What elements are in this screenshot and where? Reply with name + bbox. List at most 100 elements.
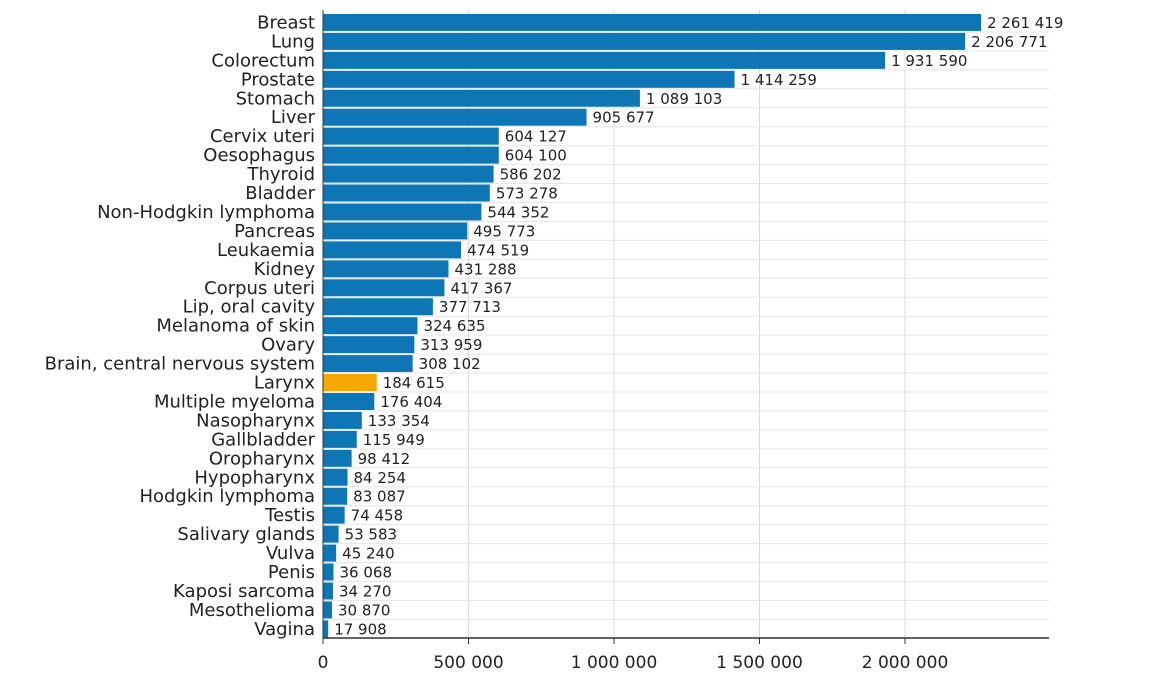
- x-tick-label: 500 000: [433, 653, 503, 673]
- bar-hodgkin-lymphoma: [323, 487, 348, 505]
- category-label: Kidney: [254, 259, 316, 280]
- value-label: 586 202: [500, 166, 562, 184]
- bar-corpus-uteri: [323, 279, 445, 297]
- x-axis: 0 500 000 1 000 000 1 500 000 2 000 000: [318, 10, 1049, 673]
- value-label: 45 240: [342, 545, 395, 563]
- value-label: 98 412: [358, 450, 411, 468]
- bar-gallbladder: [323, 430, 357, 448]
- value-label: 324 635: [423, 317, 485, 335]
- category-label: Lung: [271, 31, 315, 52]
- bar-liver: [323, 108, 587, 126]
- value-label: 2 261 419: [987, 14, 1063, 32]
- category-label: Mesothelioma: [189, 600, 315, 621]
- value-label: 1 931 590: [891, 52, 967, 70]
- bar-oesophagus: [323, 146, 499, 164]
- category-label: Pancreas: [234, 221, 315, 242]
- value-label: 2 206 771: [971, 33, 1047, 51]
- bar-hypopharynx: [323, 468, 348, 486]
- bar-testis: [323, 506, 345, 524]
- bar-lip-oral-cavity: [323, 298, 433, 316]
- category-label: Ovary: [261, 335, 315, 356]
- bar-breast: [323, 13, 982, 31]
- category-label: Corpus uteri: [204, 278, 315, 299]
- value-label: 1 414 259: [741, 71, 817, 89]
- category-label: Oesophagus: [203, 145, 315, 166]
- category-label: Melanoma of skin: [156, 316, 315, 337]
- category-label: Prostate: [241, 69, 315, 90]
- category-label: Vagina: [254, 619, 315, 640]
- bar-kidney: [323, 260, 449, 278]
- value-label: 313 959: [420, 336, 482, 354]
- value-label: 133 354: [368, 412, 430, 430]
- category-label: Hypopharynx: [194, 467, 315, 488]
- chart-bars: [323, 13, 982, 638]
- value-label: 417 367: [450, 279, 512, 297]
- value-label: 53 583: [345, 526, 398, 544]
- value-label: 905 677: [593, 109, 655, 127]
- value-label: 377 713: [439, 298, 501, 316]
- category-label: Colorectum: [211, 50, 315, 71]
- category-label: Stomach: [236, 88, 315, 109]
- value-label: 308 102: [419, 355, 481, 373]
- bar-vagina: [323, 620, 329, 638]
- category-label: Vulva: [266, 543, 315, 564]
- value-label: 115 949: [363, 431, 425, 449]
- value-label: 474 519: [467, 241, 529, 259]
- value-label: 34 270: [339, 582, 392, 600]
- bar-multiple-myeloma: [323, 392, 375, 410]
- bar-non-hodgkin-lymphoma: [323, 203, 482, 221]
- bar-cervix-uteri: [323, 127, 499, 145]
- category-label: Testis: [264, 505, 315, 526]
- value-label: 544 352: [487, 203, 549, 221]
- bar-colorectum: [323, 51, 886, 69]
- value-label: 573 278: [496, 185, 558, 203]
- category-label: Bladder: [245, 183, 315, 204]
- category-label: Breast: [257, 12, 315, 33]
- bar-brain-central-nervous-system: [323, 355, 413, 373]
- x-tick-label: 0: [318, 653, 329, 673]
- value-label: 184 615: [383, 374, 445, 392]
- value-label: 30 870: [338, 601, 391, 619]
- bar-nasopharynx: [323, 411, 362, 429]
- value-label: 495 773: [473, 222, 535, 240]
- category-label: Hodgkin lymphoma: [139, 486, 315, 507]
- bar-kaposi-sarcoma: [323, 582, 333, 600]
- value-label: 604 127: [505, 128, 567, 146]
- category-label: Leukaemia: [217, 240, 315, 261]
- bar-penis: [323, 563, 334, 581]
- category-label: Non-Hodgkin lymphoma: [97, 202, 315, 223]
- value-label: 83 087: [353, 488, 406, 506]
- bar-oropharynx: [323, 449, 352, 467]
- category-label: Larynx: [254, 373, 316, 394]
- bar-vulva: [323, 544, 337, 562]
- category-label: Multiple myeloma: [154, 391, 315, 412]
- category-label: Penis: [268, 562, 315, 583]
- bar-leukaemia: [323, 241, 462, 259]
- category-label: Liver: [271, 107, 316, 128]
- value-label: 74 458: [351, 507, 404, 525]
- bar-melanoma-of-skin: [323, 317, 418, 335]
- category-label: Gallbladder: [211, 429, 315, 450]
- category-label: Lip, oral cavity: [183, 297, 316, 318]
- bar-salivary-glands: [323, 525, 339, 543]
- x-tick-label: 1 000 000: [571, 653, 658, 673]
- bar-mesothelioma: [323, 601, 332, 619]
- value-label: 176 404: [380, 393, 442, 411]
- category-label: Salivary glands: [177, 524, 315, 545]
- bar-larynx: [323, 374, 377, 392]
- value-label: 36 068: [340, 564, 393, 582]
- bar-thyroid: [323, 165, 494, 183]
- category-label: Cervix uteri: [210, 126, 315, 147]
- bar-bladder: [323, 184, 490, 202]
- value-label: 604 100: [505, 147, 567, 165]
- bar-stomach: [323, 89, 640, 107]
- value-label: 84 254: [354, 469, 407, 487]
- bar-ovary: [323, 336, 415, 354]
- value-label: 17 908: [334, 620, 387, 638]
- chart-gridlines: [323, 10, 1049, 639]
- x-tick-label: 1 500 000: [716, 653, 803, 673]
- x-tick-label: 2 000 000: [862, 653, 949, 673]
- category-label: Brain, central nervous system: [45, 354, 315, 375]
